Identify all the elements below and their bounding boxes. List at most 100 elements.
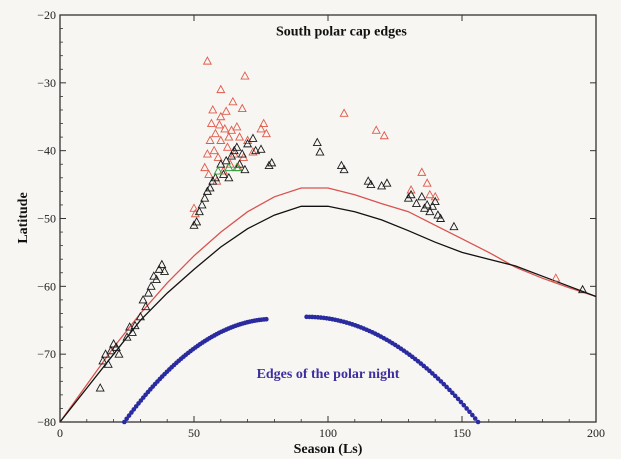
cap-edge-point [232,121,242,131]
x-tick-label: 0 [57,426,63,440]
polar-night-point [472,416,478,421]
x-tick-label: 100 [319,426,337,440]
cap-edge-point [251,145,261,155]
cap-edge-point [377,180,387,190]
cap-edge-point [205,135,215,144]
cap-edge-point [267,157,277,167]
cap-edge-point [216,111,226,121]
cap-edge-point [202,56,212,65]
cap-edge-point [363,176,373,185]
cap-edge-point [248,147,258,156]
cap-edge-point [192,216,202,226]
cap-edge-point [214,119,225,129]
x-tick-label: 200 [587,426,605,440]
cap-edge-point [406,189,416,199]
y-tick-label: −30 [37,76,56,90]
cap-edge-point [159,266,170,275]
cap-edge-point [417,191,427,201]
cap-edge-point [208,105,218,114]
cap-edge-point [206,118,216,127]
cap-edge-point [146,281,156,290]
cap-edge-point [551,273,561,282]
cap-edge-point [248,133,258,142]
x-tick-label: 150 [453,426,471,440]
cap-edge-point [221,106,231,115]
cap-edge-point [202,149,212,158]
cap-edge-point [216,135,226,144]
cap-edge-point [109,339,119,348]
cap-edge-point [406,185,416,194]
cap-edge-point [449,221,459,231]
polar-night-point [441,381,447,387]
cap-edge-point [256,144,266,153]
x-axis-title: Season (Ls) [294,442,363,457]
cap-edge-point [224,162,234,172]
y-tick-label: −20 [37,8,56,22]
cap-edge-point [200,162,210,172]
cap-edge-point [430,196,440,205]
polar-night-point [467,409,472,415]
cap-edge-point [157,259,167,269]
marks-layer [95,56,588,425]
polar-night-point [264,316,269,322]
polar-night-point [438,379,444,384]
cap-edge-point [382,178,392,187]
cap-edge-point [111,342,121,351]
annotation-cap-edges: South polar cap edges [276,24,407,39]
cap-edge-point [235,132,245,141]
cap-edge-point [422,199,432,209]
y-axis-title: Latitude [16,192,31,243]
cap-edge-point [130,320,140,330]
cap-edge-point [143,288,153,297]
cap-edge-point [425,189,435,199]
cap-edge-point [264,160,274,170]
cap-edge-point [366,179,376,189]
cap-edge-point [210,172,220,182]
cap-edge-point [95,383,105,392]
polar-night-point [126,413,132,418]
cap-edge-point [425,206,435,216]
cap-edge-point [149,271,159,280]
cap-edge-point [220,124,230,133]
cap-edge-point [339,108,349,117]
polar-night-point [444,384,449,390]
cap-edge-point [190,208,200,218]
cap-edge-point [261,128,271,138]
cap-edge-point [98,356,108,365]
annotation-polar-night: Edges of the polar night [257,367,400,382]
cap-edge-point [427,201,438,210]
cap-edge-point [209,145,219,155]
polar-night-point [461,402,467,408]
polar-night-point [464,406,469,411]
curves-layer [59,187,597,423]
cap-edge-point [243,138,253,148]
cap-edge-point [436,213,446,222]
y-tick-label: −50 [37,212,56,226]
polar-night-point [470,412,475,418]
cap-edge-point [379,130,389,140]
cap-edge-point [422,178,432,187]
cap-edge-point [339,164,349,174]
polar-night-point [452,393,458,399]
model-curve-0 [59,187,597,423]
cap-edge-point [235,159,245,168]
cap-edge-point [256,124,266,133]
cap-edge-point [210,128,220,138]
polar-night-point [455,396,461,402]
cap-edge-point [240,164,250,174]
cap-edge-point [125,322,135,331]
cap-edge-point [578,284,588,294]
cap-edge-point [216,84,226,94]
plot-frame [59,14,597,423]
model-curve-1 [59,205,597,423]
cap-edge-point [205,183,215,192]
polar-night-point [124,416,129,422]
x-tick-label: 50 [188,426,200,440]
cap-edge-point [135,311,145,321]
cap-edge-point [232,162,242,172]
y-tick-label: −70 [37,347,56,361]
cap-edge-point [213,166,223,175]
polar-night-point [475,419,481,425]
